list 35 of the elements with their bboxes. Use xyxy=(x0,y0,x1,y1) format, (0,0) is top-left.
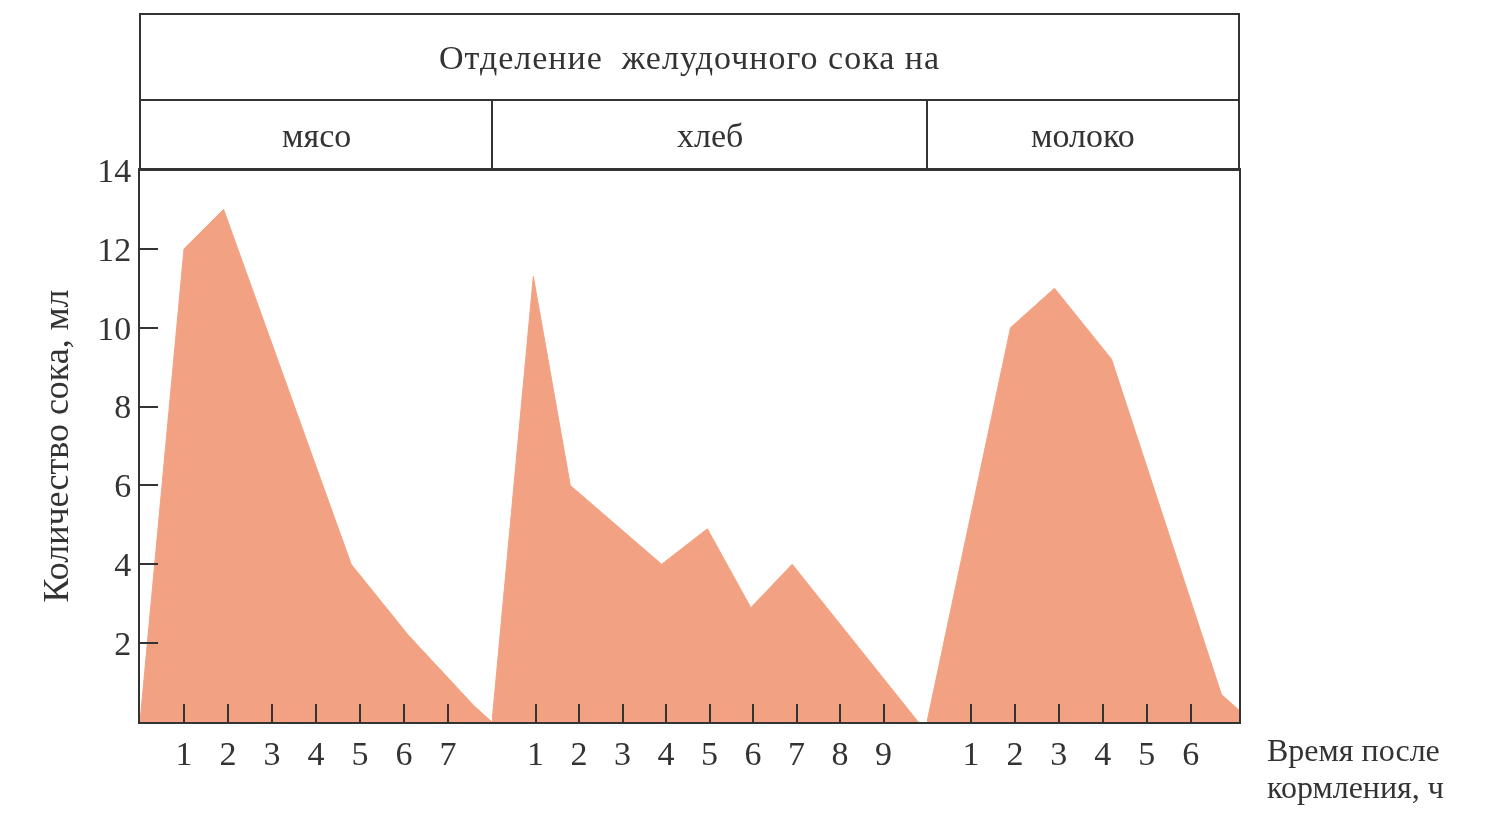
x-tick-label: 3 xyxy=(263,734,281,772)
x-tick-label: 7 xyxy=(788,734,805,772)
x-tick-label: 6 xyxy=(1182,734,1200,772)
x-tick-label: 4 xyxy=(1094,734,1112,772)
x-tick-label: 3 xyxy=(1050,734,1068,772)
text: Отделение желудочного сока на xyxy=(139,13,1240,101)
x-tick-label: 1 xyxy=(175,734,193,772)
x-tick-label: 4 xyxy=(307,734,325,772)
y-tick-label: 14 xyxy=(97,151,132,189)
y-axis-title: Количество сока, мл xyxy=(35,289,76,603)
x-tick-label: 2 xyxy=(219,734,237,772)
chart-title: хлеб xyxy=(677,117,744,154)
x-tick-label: 7 xyxy=(439,734,457,772)
x-tick-label: 1 xyxy=(527,734,544,772)
y-tick-label: 12 xyxy=(97,230,132,268)
x-tick-label: 4 xyxy=(657,734,675,772)
x-tick-label: 8 xyxy=(831,734,849,772)
x-tick-label: 6 xyxy=(744,734,762,772)
y-tick-label: 6 xyxy=(114,467,132,505)
x-tick-label: 5 xyxy=(351,734,369,772)
chart-title: мясо xyxy=(282,117,352,154)
x-tick-label: 2 xyxy=(570,734,588,772)
y-tick-label: 4 xyxy=(114,546,132,584)
x-tick-label: 2 xyxy=(1006,734,1024,772)
y-tick-label: 8 xyxy=(114,388,132,426)
y-tick-label: 2 xyxy=(114,625,132,663)
y-tick-label: 10 xyxy=(97,309,132,347)
x-axis-title: Время после кормления, ч xyxy=(1267,732,1445,806)
x-tick-label: 5 xyxy=(1138,734,1156,772)
x-tick-label: 6 xyxy=(395,734,413,772)
x-tick-label: 5 xyxy=(701,734,718,772)
x-tick-label: 1 xyxy=(962,734,980,772)
x-tick-label: 3 xyxy=(614,734,631,772)
x-tick-label: 9 xyxy=(875,734,892,772)
chart-title: молоко xyxy=(1031,117,1135,154)
